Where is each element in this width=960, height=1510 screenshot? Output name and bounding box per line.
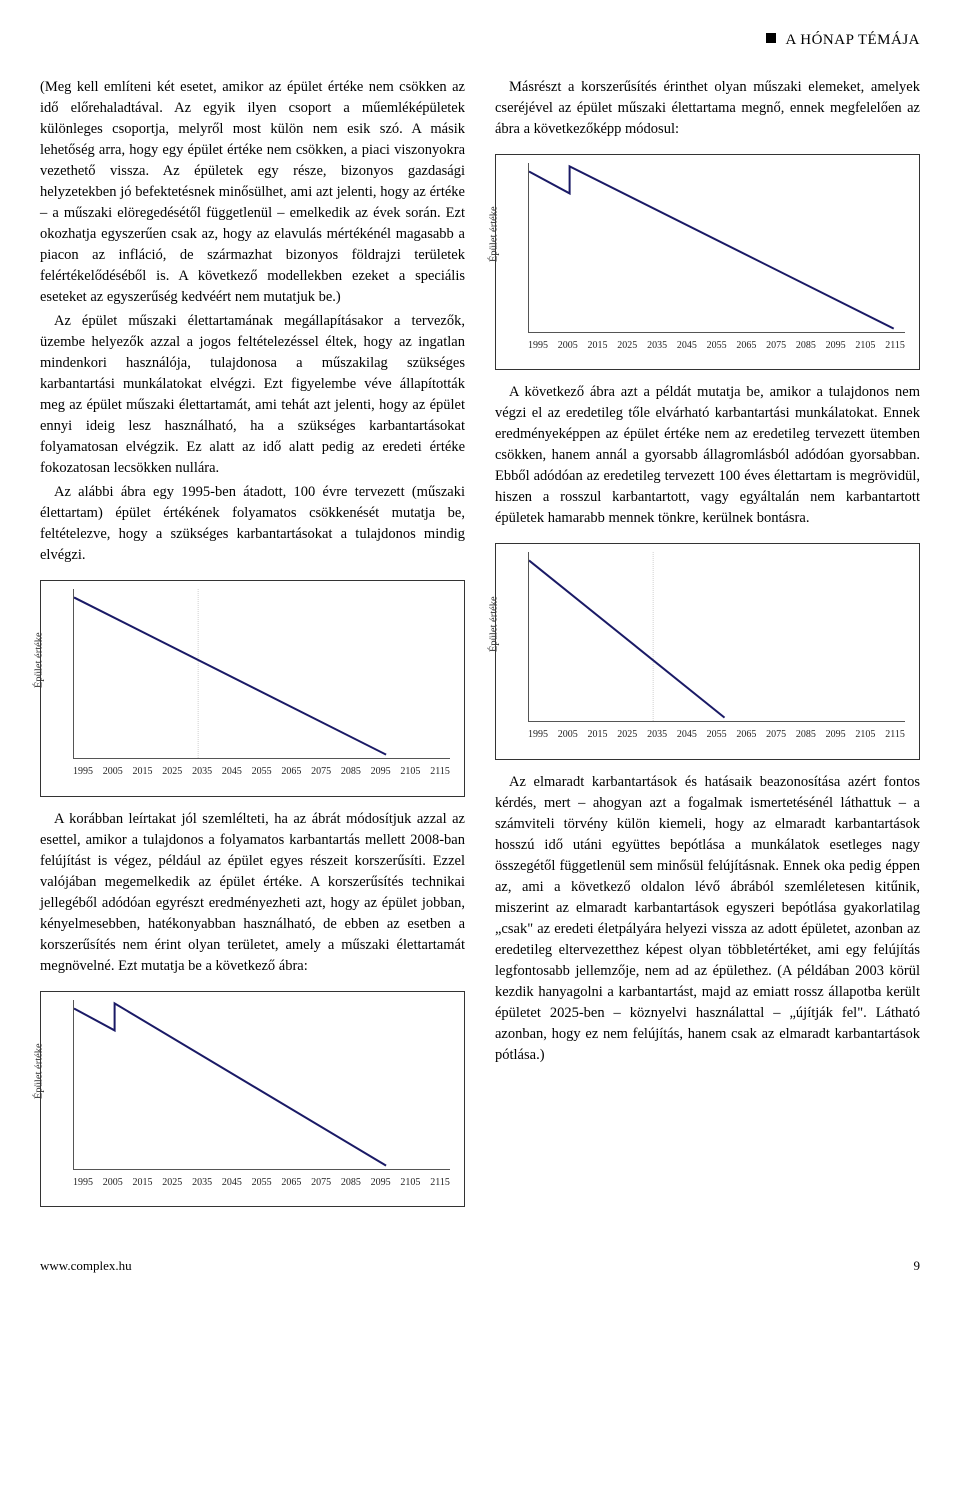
xtick-label: 2065 [281,765,301,780]
xtick-label: 2115 [885,339,905,354]
xtick-label: 2025 [162,1176,182,1191]
chart-1: Épület értéke 19952005201520252035204520… [40,580,465,797]
xtick-label: 2085 [341,765,361,780]
xtick-label: 2055 [252,765,272,780]
xtick-label: 2025 [617,728,637,743]
xtick-label: 2035 [647,728,667,743]
right-para-3: Az elmaradt karbantartások és hatásaik b… [495,772,920,1066]
xtick-label: 2075 [766,339,786,354]
xtick-label: 2015 [133,1176,153,1191]
footer-page: 9 [914,1257,921,1276]
chart-1-svg [74,589,450,758]
xtick-label: 2105 [855,728,875,743]
xtick-label: 2105 [855,339,875,354]
left-para-4: A korábban leírtakat jól szemlélteti, ha… [40,809,465,977]
page-footer: www.complex.hu 9 [40,1249,920,1276]
xtick-label: 1995 [528,728,548,743]
xtick-label: 2095 [826,728,846,743]
footer-url: www.complex.hu [40,1257,132,1276]
chart-3: Épület értéke 19952005201520252035204520… [495,154,920,371]
xtick-label: 2065 [736,728,756,743]
xtick-label: 1995 [528,339,548,354]
chart-1-ylabel: Épület értéke [31,633,46,689]
header-square-icon [766,33,776,43]
chart-4-svg [529,552,905,721]
xtick-label: 2025 [162,765,182,780]
xtick-label: 1995 [73,1176,93,1191]
xtick-label: 2085 [341,1176,361,1191]
xtick-label: 2015 [133,765,153,780]
xtick-label: 2095 [826,339,846,354]
xtick-label: 2035 [192,1176,212,1191]
right-column: Másrészt a korszerűsítés érinthet olyan … [495,77,920,1219]
xtick-label: 2005 [558,728,578,743]
xtick-label: 2045 [677,339,697,354]
xtick-label: 2025 [617,339,637,354]
chart-2: Épület értéke 19952005201520252035204520… [40,991,465,1208]
xtick-label: 2105 [400,1176,420,1191]
chart-4-xticks: 1995 2005 2015 2025 2035 2045 2055 2065 2075 2085… [528,728,905,743]
xtick-label: 2065 [281,1176,301,1191]
xtick-label: 2075 [766,728,786,743]
xtick-label: 2095 [371,765,391,780]
left-para-1: (Meg kell említeni két esetet, amikor az… [40,77,465,308]
xtick-label: 2115 [430,1176,450,1191]
left-para-3: Az alábbi ábra egy 1995-ben átadott, 100… [40,482,465,566]
xtick-label: 2005 [103,1176,123,1191]
chart-2-ylabel: Épület értéke [31,1043,46,1099]
xtick-label: 2005 [558,339,578,354]
right-para-2: A következő ábra azt a példát mutatja be… [495,382,920,529]
xtick-label: 2045 [222,765,242,780]
xtick-label: 2015 [588,339,608,354]
chart-3-ylabel: Épület értéke [486,206,501,262]
xtick-label: 2005 [103,765,123,780]
xtick-label: 2055 [252,1176,272,1191]
chart-2-svg [74,1000,450,1169]
chart-3-xticks: 1995 2005 2015 2025 2035 2045 2055 2065 2075 2085… [528,339,905,354]
xtick-label: 2115 [885,728,905,743]
right-para-1: Másrészt a korszerűsítés érinthet olyan … [495,77,920,140]
xtick-label: 2035 [647,339,667,354]
chart-4: Épület értéke 19952005201520252035204520… [495,543,920,760]
xtick-label: 2015 [588,728,608,743]
xtick-label: 2065 [736,339,756,354]
chart-4-ylabel: Épület értéke [486,596,501,652]
xtick-label: 2055 [707,728,727,743]
left-para-2: Az épület műszaki élettartamának megálla… [40,311,465,479]
xtick-label: 2085 [796,339,816,354]
xtick-label: 2035 [192,765,212,780]
left-column: (Meg kell említeni két esetet, amikor az… [40,77,465,1219]
xtick-label: 2105 [400,765,420,780]
xtick-label: 2045 [677,728,697,743]
xtick-label: 2045 [222,1176,242,1191]
xtick-label: 1995 [73,765,93,780]
xtick-label: 2075 [311,765,331,780]
xtick-label: 2055 [707,339,727,354]
xtick-label: 2115 [430,765,450,780]
xtick-label: 2085 [796,728,816,743]
chart-3-svg [529,163,905,332]
section-label: A HÓNAP TÉMÁJA [785,32,920,48]
section-header: A HÓNAP TÉMÁJA [40,30,920,52]
chart-2-xticks: 1995 2005 2015 2025 2035 2045 2055 2065 2075 2085… [73,1176,450,1191]
chart-1-xticks: 1995 2005 2015 2025 2035 2045 2055 2065 2075 2085… [73,765,450,780]
xtick-label: 2095 [371,1176,391,1191]
xtick-label: 2075 [311,1176,331,1191]
